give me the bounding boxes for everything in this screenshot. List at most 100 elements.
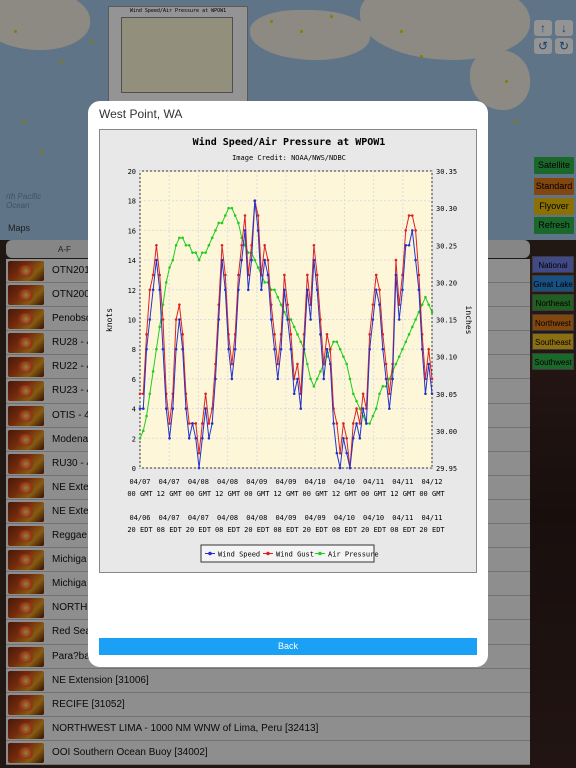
chart-title: Wind Speed/Air Pressure at WPOW1 <box>193 136 386 148</box>
data-point-air-pressure <box>253 258 257 262</box>
station-thumbnail <box>8 622 44 643</box>
x-tick-label-edt-time: 20 EDT <box>186 526 212 534</box>
buoy-marker[interactable] <box>270 20 273 23</box>
data-point-wind-gust <box>345 437 348 440</box>
data-point-wind-speed <box>194 437 198 440</box>
list-item[interactable]: NE Extension [31006] <box>6 668 530 693</box>
data-point-wind-gust <box>338 451 342 455</box>
data-point-wind-gust <box>178 303 181 306</box>
data-point-wind-speed <box>161 347 165 351</box>
buoy-marker[interactable] <box>90 40 93 43</box>
data-point-wind-speed <box>345 451 348 455</box>
list-item-label: RU28 - 4 <box>52 337 93 349</box>
data-point-wind-speed <box>263 258 266 262</box>
buoy-marker[interactable] <box>505 80 508 83</box>
data-point-wind-gust <box>194 422 198 425</box>
data-point-wind-speed <box>424 392 427 396</box>
data-point-air-pressure <box>414 318 417 321</box>
rotate-left-icon[interactable]: ↺ <box>534 38 552 54</box>
station-thumbnail <box>8 574 44 595</box>
data-point-wind-gust <box>430 377 434 381</box>
x-tick-label-gmt-date: 04/09 <box>246 478 267 486</box>
region-northwest-button[interactable]: Northwest <box>532 314 574 331</box>
data-point-wind-gust <box>411 214 414 217</box>
data-point-air-pressure <box>201 251 204 254</box>
station-thumbnail <box>8 598 44 619</box>
x-tick-label-edt-date: 04/09 <box>305 514 326 522</box>
list-item-label: NE Exten <box>52 481 95 493</box>
region-northeast-button[interactable]: Northeast <box>532 294 574 311</box>
data-point-air-pressure <box>358 407 362 410</box>
buoy-marker[interactable] <box>40 150 43 153</box>
data-point-wind-gust <box>325 333 329 336</box>
buoy-marker[interactable] <box>400 30 403 33</box>
rotate-right-icon[interactable]: ↻ <box>555 38 573 54</box>
list-item[interactable]: OOI Southern Ocean Buoy [34002] <box>6 740 530 765</box>
region-great-lake-button[interactable]: Great Lake <box>532 275 574 292</box>
flyover-button[interactable]: Flyover <box>534 198 574 215</box>
x-tick-label-gmt-date: 04/08 <box>217 478 238 486</box>
list-item[interactable]: RECIFE [31052] <box>6 692 530 717</box>
station-thumbnail <box>8 501 44 522</box>
data-point-wind-gust <box>151 273 155 277</box>
x-tick-label-gmt-time: 00 GMT <box>127 490 153 498</box>
wind-pressure-chart: Wind Speed/Air Pressure at WPOW1 Image Cr… <box>105 136 473 563</box>
buoy-marker[interactable] <box>420 55 423 58</box>
data-point-wind-speed <box>401 288 404 292</box>
x-tick-label-edt-time: 08 EDT <box>273 526 299 534</box>
list-item[interactable]: NORTHWEST LIMA - 1000 NM WNW of Lima, Pe… <box>6 716 530 741</box>
region-national-button[interactable]: National <box>532 256 574 273</box>
data-point-wind-speed <box>197 466 201 470</box>
data-point-wind-speed <box>420 347 424 351</box>
tab-a-f[interactable]: A-F <box>58 245 71 254</box>
data-point-wind-speed <box>365 422 368 425</box>
map-landmass <box>250 10 370 60</box>
data-point-air-pressure <box>332 340 335 344</box>
data-point-wind-speed <box>332 422 335 425</box>
data-point-wind-speed <box>397 318 401 321</box>
data-point-air-pressure <box>394 362 398 366</box>
buoy-marker[interactable] <box>22 120 25 123</box>
list-item-label: RU22 - 4 <box>52 361 93 373</box>
data-point-air-pressure <box>424 295 427 299</box>
data-point-air-pressure <box>230 206 234 210</box>
x-tick-label-edt-date: 04/11 <box>421 514 442 522</box>
data-point-wind-gust <box>148 288 152 292</box>
data-point-wind-gust <box>266 258 270 262</box>
buoy-marker[interactable] <box>515 120 518 123</box>
arrow-up-icon[interactable]: ↑ <box>534 20 552 36</box>
chart-image: Wind Speed/Air Pressure at WPOW1 Image Cr… <box>99 129 477 573</box>
data-point-wind-speed <box>427 362 431 366</box>
data-point-air-pressure <box>224 214 227 217</box>
x-tick-label-edt-time: 20 EDT <box>244 526 270 534</box>
data-point-wind-speed <box>430 392 434 396</box>
buoy-marker[interactable] <box>300 30 303 33</box>
back-button[interactable]: Back <box>99 638 477 655</box>
satellite-button[interactable]: Satellite <box>534 157 574 174</box>
map-landmass <box>0 0 90 50</box>
data-point-air-pressure <box>338 347 342 351</box>
station-thumbnail <box>8 429 44 450</box>
maps-logo: Maps <box>8 223 30 233</box>
buoy-marker[interactable] <box>330 15 333 18</box>
list-item-label: Michiga <box>52 578 87 590</box>
standard-button[interactable]: Standard <box>534 178 574 195</box>
refresh-button[interactable]: Refresh <box>534 217 574 234</box>
data-point-wind-gust <box>306 273 309 277</box>
buoy-marker[interactable] <box>14 30 17 33</box>
data-point-wind-speed <box>328 362 332 366</box>
arrow-down-icon[interactable]: ↓ <box>555 20 573 36</box>
buoy-marker[interactable] <box>60 60 63 63</box>
region-southeast-button[interactable]: Southeast <box>532 333 574 350</box>
region-southwest-button[interactable]: Southwest <box>532 353 574 370</box>
data-point-wind-speed <box>266 273 270 277</box>
data-point-wind-gust <box>174 318 178 321</box>
list-item-label: OTN200 <box>52 289 90 301</box>
data-point-air-pressure <box>155 347 158 351</box>
data-point-air-pressure <box>191 251 194 254</box>
station-thumbnail <box>8 453 44 474</box>
maps-logo-text: Maps <box>8 223 31 233</box>
data-point-air-pressure <box>345 362 348 366</box>
data-point-wind-speed <box>181 347 184 351</box>
data-point-wind-speed <box>381 347 385 351</box>
